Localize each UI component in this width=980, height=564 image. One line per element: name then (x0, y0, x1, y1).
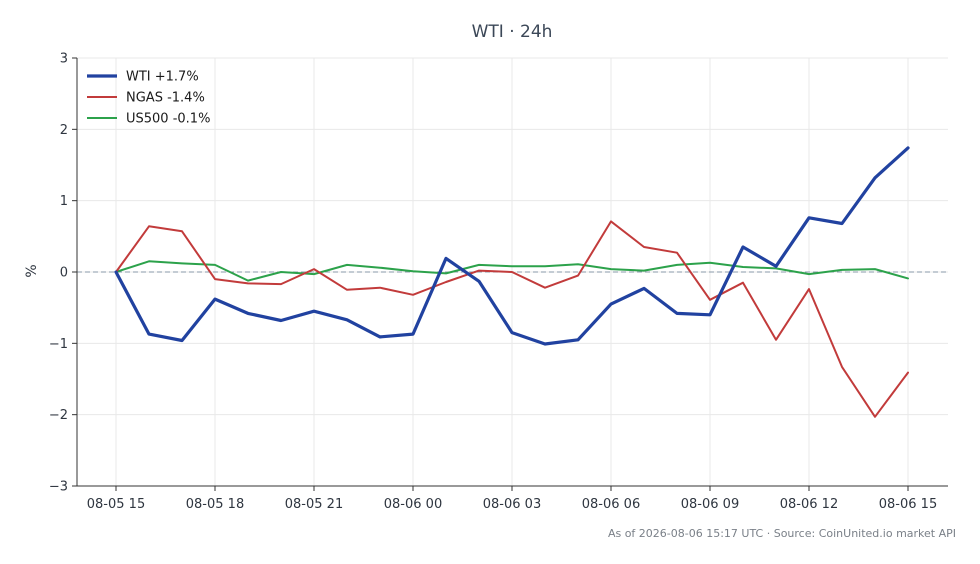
series-line-0 (114, 146, 910, 346)
x-tick-label: 08-06 12 (780, 497, 838, 512)
series-lines (114, 146, 910, 418)
series-line-2 (115, 260, 909, 282)
series-line-1 (115, 220, 909, 418)
legend-label: NGAS -1.4% (126, 91, 205, 106)
y-axis-label: % (24, 264, 40, 277)
axes: −3 −2 −1 0 1 2 3 08-05 15 08-05 18 08-05 21 08-06 … (49, 52, 948, 512)
x-tick-label: 08-06 00 (384, 497, 442, 512)
x-tick-label: 08-06 09 (681, 497, 739, 512)
x-tick-label: 08-06 03 (483, 497, 541, 512)
y-tick-label: −2 (49, 408, 68, 423)
y-tick-label: 1 (60, 194, 68, 209)
x-tick-label: 08-05 15 (87, 497, 145, 512)
y-tick-label: −1 (49, 337, 68, 352)
x-tick-label: 08-05 18 (186, 497, 244, 512)
legend-label: WTI +1.7% (126, 70, 199, 85)
legend: WTI +1.7% NGAS -1.4% US500 -0.1% (87, 70, 210, 127)
y-tick-label: −3 (49, 480, 68, 495)
x-tick-label: 08-06 06 (582, 497, 640, 512)
y-tick-label: 0 (60, 266, 68, 281)
x-tick-label: 08-06 15 (879, 497, 937, 512)
y-tick-label: 3 (60, 52, 68, 67)
y-tick-label: 2 (60, 123, 68, 138)
source-footer: As of 2026-08-06 15:17 UTC · Source: Coi… (608, 527, 956, 540)
legend-label: US500 -0.1% (126, 112, 210, 127)
x-tick-label: 08-05 21 (285, 497, 343, 512)
chart-title: WTI · 24h (472, 22, 553, 42)
